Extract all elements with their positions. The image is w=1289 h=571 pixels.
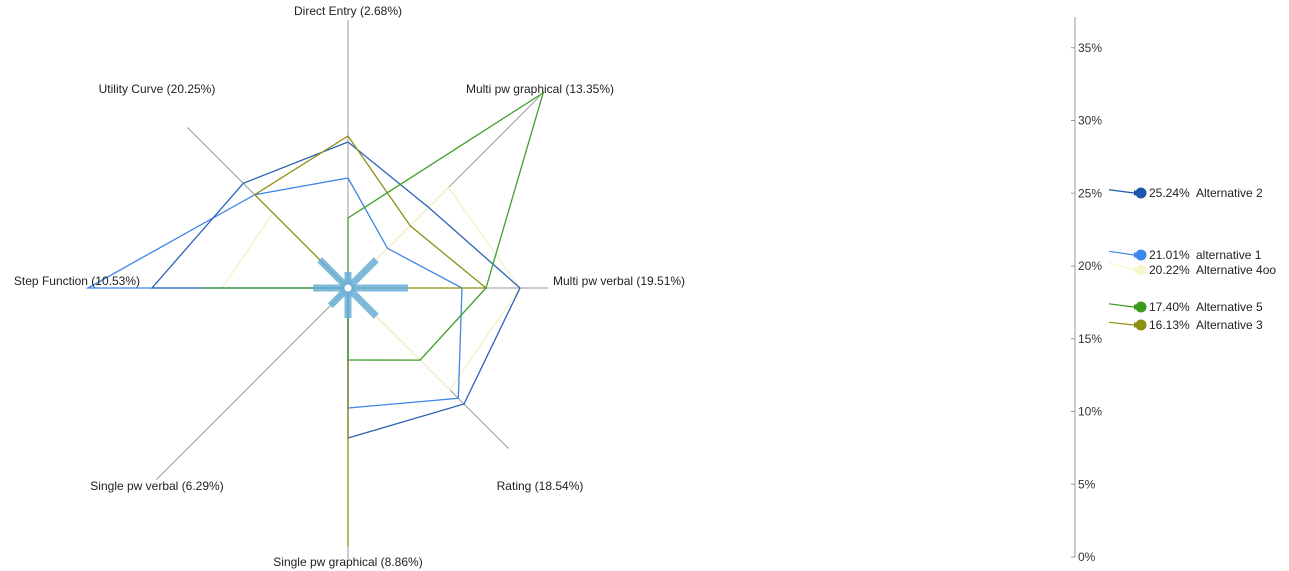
radar-series-polygon <box>220 186 521 391</box>
radar-axis-label: Single pw verbal (6.29%) <box>90 479 223 493</box>
ranking-marker <box>1135 319 1147 331</box>
ranking-arrow-line <box>1108 189 1135 194</box>
ranking-arrow-line <box>1108 321 1135 326</box>
weight-star-spoke <box>348 288 379 319</box>
ranking-value-label: 16.13% <box>1149 318 1190 332</box>
ranking-marker <box>1135 264 1147 276</box>
ranking-arrow-line <box>1108 250 1135 256</box>
ranking-marker <box>1135 301 1147 313</box>
radar-axis-label: Step Function (10.53%) <box>14 274 140 288</box>
radar-axis-label: Direct Entry (2.68%) <box>294 4 402 18</box>
ranking-tick-label: 0% <box>1078 550 1096 564</box>
ranking-name-label: alternative 1 <box>1196 248 1262 262</box>
ranking-marker <box>1135 249 1147 261</box>
radar-axis-label: Multi pw graphical (13.35%) <box>466 82 614 96</box>
ranking-marker <box>1135 187 1147 199</box>
ranking-tick-label: 5% <box>1078 477 1096 491</box>
radar-axis-line <box>156 287 349 480</box>
radar-axis-label: Single pw graphical (8.86%) <box>273 555 422 569</box>
ranking-name-label: Alternative 4oo <box>1196 263 1276 277</box>
ranking-arrow-line <box>1108 262 1135 271</box>
ranking-chart: 0% 5% 10% 15% 20% 25% 30% 35% 25.24% Alternative … <box>1071 17 1276 564</box>
radar-chart: Direct Entry (2.68%) Multi pw graphical (… <box>14 4 685 569</box>
ranking-value-label: 20.22% <box>1149 263 1190 277</box>
ranking-name-label: Alternative 3 <box>1196 318 1263 332</box>
weight-star-hub <box>343 283 353 293</box>
radar-axis-label: Rating (18.54%) <box>497 479 584 493</box>
radar-axis-label: Utility Curve (20.25%) <box>99 82 216 96</box>
ranking-tick-label: 25% <box>1078 186 1102 200</box>
ranking-arrow-line <box>1108 303 1135 308</box>
weight-star-spoke <box>317 257 348 288</box>
ranking-value-label: 25.24% <box>1149 186 1190 200</box>
ranking-name-label: Alternative 5 <box>1196 300 1263 314</box>
ranking-name-label: Alternative 2 <box>1196 186 1263 200</box>
ranking-value-label: 21.01% <box>1149 248 1190 262</box>
ranking-tick-label: 35% <box>1078 41 1102 55</box>
ranking-tick-label: 20% <box>1078 259 1102 273</box>
weight-star-spoke <box>348 257 379 288</box>
ranking-tick-label: 10% <box>1078 405 1102 419</box>
ranking-tick-label: 30% <box>1078 114 1102 128</box>
ranking-tick-label: 15% <box>1078 332 1102 346</box>
radar-axis-label: Multi pw verbal (19.51%) <box>553 274 685 288</box>
radar-series-polygon <box>85 177 463 409</box>
ranking-value-label: 17.40% <box>1149 300 1190 314</box>
radar-series-polygon <box>202 91 545 361</box>
radar-series-polygon <box>253 135 488 546</box>
weight-star-spoke <box>327 288 348 309</box>
